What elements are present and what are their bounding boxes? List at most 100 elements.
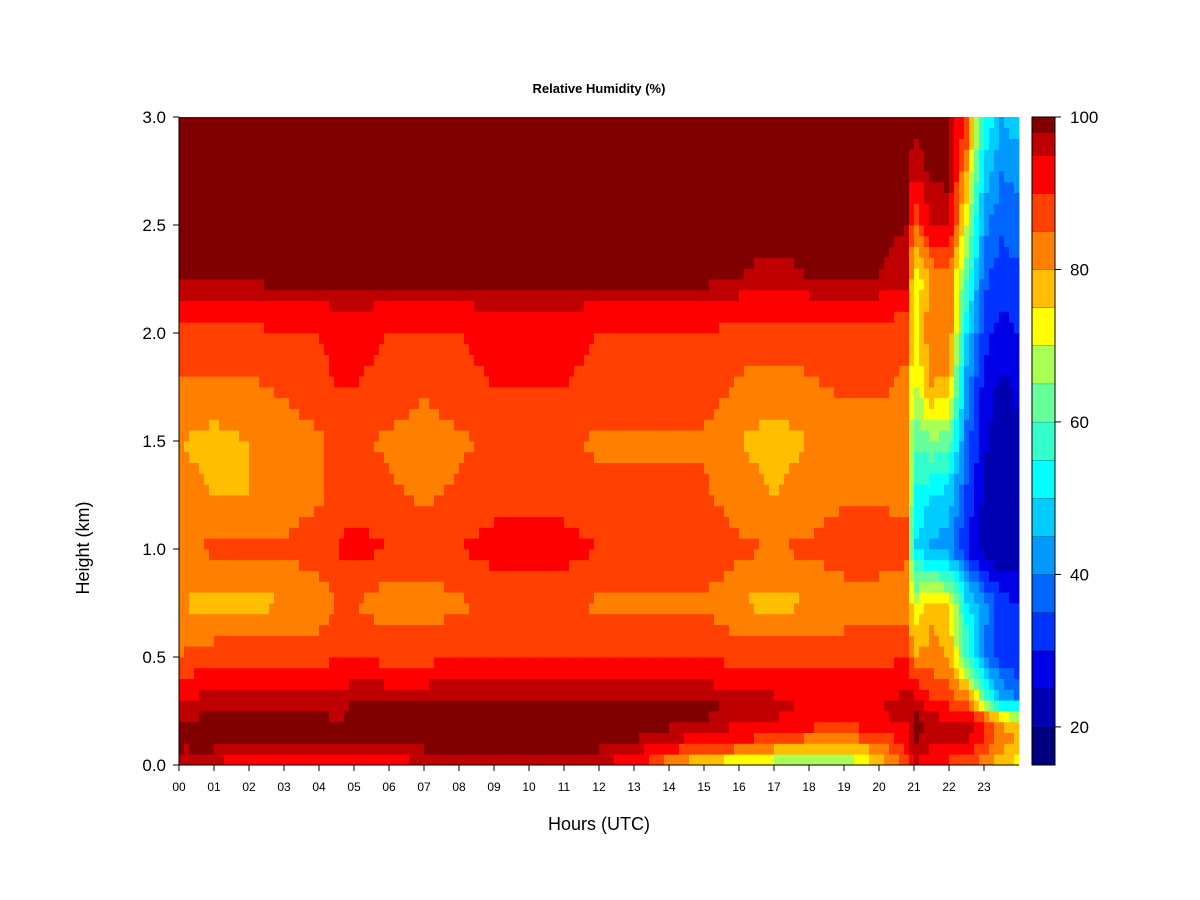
heatmap-cell [649, 743, 655, 755]
heatmap-cell [549, 527, 555, 539]
heatmap-cell [614, 451, 620, 463]
heatmap-cell [319, 678, 325, 690]
heatmap-cell [874, 570, 880, 582]
heatmap-cell [389, 495, 395, 507]
heatmap-cell [219, 754, 225, 766]
heatmap-cell [279, 613, 285, 625]
heatmap-cell [954, 559, 960, 571]
heatmap-cell [619, 441, 625, 453]
heatmap-cell [714, 646, 720, 658]
heatmap-cell [379, 441, 385, 453]
heatmap-cell [324, 592, 330, 604]
heatmap-cell [524, 462, 530, 474]
heatmap-cell [744, 754, 750, 766]
heatmap-cell [679, 613, 685, 625]
heatmap-cell [179, 473, 185, 485]
heatmap-cell [744, 721, 750, 733]
heatmap-cell [319, 549, 325, 561]
heatmap-cell [224, 613, 230, 625]
heatmap-cell [194, 505, 200, 517]
heatmap-cell [504, 538, 510, 550]
heatmap-cell [399, 732, 405, 744]
heatmap-cell [954, 689, 960, 701]
heatmap-cell [909, 527, 915, 539]
heatmap-cell [849, 505, 855, 517]
heatmap-cell [884, 538, 890, 550]
heatmap-cell [934, 484, 940, 496]
heatmap-cell [269, 527, 275, 539]
heatmap-cell [779, 721, 785, 733]
heatmap-cell [499, 527, 505, 539]
heatmap-cell [454, 721, 460, 733]
heatmap-cell [514, 732, 520, 744]
heatmap-cell [734, 613, 740, 625]
heatmap-cell [744, 711, 750, 723]
heatmap-cell [629, 484, 635, 496]
heatmap-cell [519, 441, 525, 453]
heatmap-cell [224, 581, 230, 593]
heatmap-cell [484, 549, 490, 561]
heatmap-cell [739, 689, 745, 701]
heatmap-cell [869, 516, 875, 528]
heatmap-cell [524, 635, 530, 647]
heatmap-cell [344, 689, 350, 701]
heatmap-cell [664, 516, 670, 528]
heatmap-cell [189, 451, 195, 463]
heatmap-cell [644, 484, 650, 496]
heatmap-cell [649, 570, 655, 582]
heatmap-cell [334, 441, 340, 453]
heatmap-cell [829, 667, 835, 679]
heatmap-cell [829, 635, 835, 647]
heatmap-cell [714, 667, 720, 679]
heatmap-cell [504, 592, 510, 604]
heatmap-cell [834, 678, 840, 690]
heatmap-cell [294, 570, 300, 582]
heatmap-cell [674, 624, 680, 636]
heatmap-cell [334, 743, 340, 755]
heatmap-cell [804, 700, 810, 712]
heatmap-cell [314, 592, 320, 604]
heatmap-cell [474, 592, 480, 604]
heatmap-cell [724, 592, 730, 604]
heatmap-cell [194, 473, 200, 485]
heatmap-cell [249, 495, 255, 507]
heatmap-cell [824, 570, 830, 582]
heatmap-cell [189, 441, 195, 453]
heatmap-cell [689, 527, 695, 539]
heatmap-cell [204, 624, 210, 636]
heatmap-cell [354, 516, 360, 528]
heatmap-cell [549, 505, 555, 517]
heatmap-cell [599, 754, 605, 766]
heatmap-cell [204, 646, 210, 658]
heatmap-cell [324, 743, 330, 755]
heatmap-cell [914, 505, 920, 517]
heatmap-cell [749, 581, 755, 593]
heatmap-cell [929, 624, 935, 636]
heatmap-cell [939, 635, 945, 647]
heatmap-cell [949, 678, 955, 690]
heatmap-cell [904, 559, 910, 571]
heatmap-cell [204, 635, 210, 647]
heatmap-cell [969, 462, 975, 474]
heatmap-cell [429, 732, 435, 744]
heatmap-cell [574, 743, 580, 755]
heatmap-cell [979, 635, 985, 647]
heatmap-cell [574, 473, 580, 485]
heatmap-cell [319, 581, 325, 593]
heatmap-cell [419, 592, 425, 604]
heatmap-cell [849, 549, 855, 561]
heatmap-cell [699, 473, 705, 485]
heatmap-cell [654, 613, 660, 625]
heatmap-cell [299, 754, 305, 766]
heatmap-cell [499, 711, 505, 723]
heatmap-cell [939, 678, 945, 690]
heatmap-cell [1004, 516, 1010, 528]
heatmap-cell [454, 624, 460, 636]
heatmap-cell [754, 678, 760, 690]
heatmap-cell [744, 592, 750, 604]
heatmap-cell [299, 613, 305, 625]
heatmap-cell [549, 613, 555, 625]
heatmap-cell [184, 721, 190, 733]
heatmap-cell [1009, 462, 1015, 474]
heatmap-cell [499, 721, 505, 733]
